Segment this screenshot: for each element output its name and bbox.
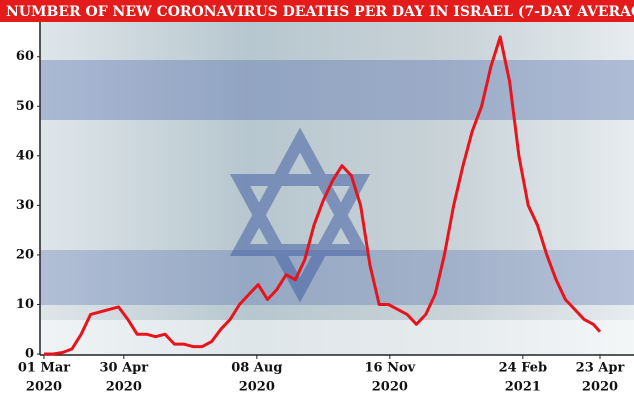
data-line [44, 35, 602, 356]
y-tick-label: 10 [16, 297, 34, 312]
y-tick-label: 30 [16, 198, 34, 213]
photo-backdrop [40, 22, 634, 355]
x-tick-label: 24 Feb [499, 361, 548, 376]
flag-stripe [40, 60, 634, 120]
x-tick-label: 30 Apr [99, 361, 148, 376]
y-tick-label: 20 [16, 247, 34, 262]
chart-title: NUMBER OF NEW CORONAVIRUS DEATHS PER DAY… [6, 4, 634, 20]
x-tick-year: 2021 [505, 380, 541, 395]
y-tick-label: 0 [25, 347, 34, 362]
y-tick-label: 60 [16, 49, 34, 64]
y-tick-label: 50 [16, 99, 34, 114]
star-of-david [229, 127, 371, 303]
x-tick-year: 2020 [26, 380, 62, 395]
x-tick-year: 2020 [582, 380, 618, 395]
y-tick-label: 40 [16, 148, 34, 163]
title-bar [0, 0, 634, 22]
x-tick-year: 2020 [239, 380, 275, 395]
flag-stripe [40, 250, 634, 305]
x-tick-label: 08 Aug [231, 361, 282, 376]
x-tick-year: 2020 [372, 380, 408, 395]
x-tick-label: 23 Apr [576, 361, 625, 376]
x-tick-label: 16 Nov [364, 361, 415, 376]
x-tick-label: 01 Mar [18, 361, 70, 376]
x-tick-year: 2020 [106, 380, 142, 395]
fade [40, 320, 634, 355]
